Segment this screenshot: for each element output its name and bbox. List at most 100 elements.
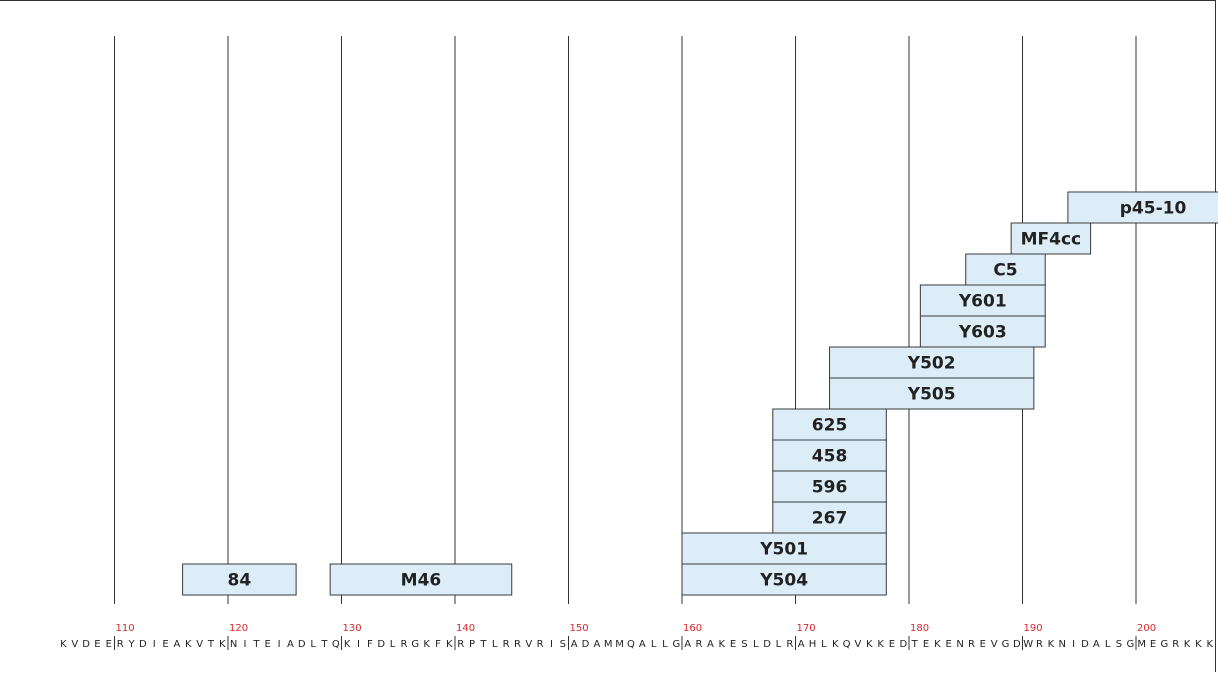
epitope-label: Y502: [907, 354, 956, 374]
epitope-bar-rect: [182, 563, 297, 596]
residue-166: S: [741, 639, 747, 650]
residue-147: V: [525, 639, 532, 650]
residue-176: V: [855, 639, 862, 650]
tick-label-170: 170: [797, 623, 816, 634]
residue-207: K: [1206, 639, 1213, 650]
residue-193: K: [1048, 639, 1055, 650]
tick-label-190: 190: [1024, 623, 1043, 634]
epitope-bar-rect: [829, 377, 1035, 410]
tick-label-120: 120: [229, 623, 248, 634]
residue-121: N: [230, 639, 237, 650]
epitope-bar-y501: Y501: [681, 532, 887, 565]
epitope-label: Y504: [759, 571, 808, 591]
residue-203: G: [1161, 639, 1169, 650]
epitope-bar-267: 267: [772, 501, 887, 534]
epitope-bar-p45-10: p45-10: [1067, 191, 1218, 224]
residue-174: K: [832, 639, 839, 650]
residue-114: I: [153, 639, 156, 650]
residue-204: R: [1172, 639, 1179, 650]
residue-125: I: [278, 639, 281, 650]
residue-172: H: [809, 639, 817, 650]
residue-158: L: [651, 639, 657, 650]
tick-label-140: 140: [456, 623, 475, 634]
epitope-bar-y504: Y504: [681, 563, 887, 596]
residue-117: K: [185, 639, 192, 650]
residue-165: E: [730, 639, 736, 650]
residue-151: A: [571, 639, 578, 650]
residue-194: N: [1058, 639, 1065, 650]
residue-188: V: [991, 639, 998, 650]
epitope-bar-c5: C5: [965, 253, 1046, 286]
epitope-bar-rect: [1067, 191, 1218, 224]
residue-152: D: [582, 639, 590, 650]
residue-150: S: [560, 639, 566, 650]
residue-170: R: [786, 639, 793, 650]
epitope-bar-rect: [919, 315, 1046, 348]
position-ticks: 110 120 130 140 150 160 170 180 190 200: [116, 623, 1157, 634]
epitope-bar-y603: Y603: [919, 315, 1046, 348]
residue-122: I: [244, 639, 247, 650]
tick-label-180: 180: [910, 623, 929, 634]
epitope-bar-625: 625: [772, 408, 887, 441]
epitope-bar-rect: [919, 284, 1046, 317]
epitope-bar-rect: [329, 563, 513, 596]
epitope-label: Y603: [958, 323, 1007, 343]
residue-106: K: [60, 639, 67, 650]
residue-153: A: [593, 639, 600, 650]
epitope-bar-y601: Y601: [919, 284, 1046, 317]
residue-169: L: [776, 639, 782, 650]
residue-192: R: [1036, 639, 1043, 650]
epitope-label: Y601: [958, 292, 1007, 312]
residue-201: M: [1137, 639, 1146, 650]
residue-180: D: [899, 639, 907, 650]
residue-161: A: [684, 639, 691, 650]
epitope-label: Y505: [907, 385, 956, 405]
residue-196: D: [1081, 639, 1089, 650]
tick-label-150: 150: [570, 623, 589, 634]
residue-131: K: [344, 639, 351, 650]
residue-168: D: [763, 639, 771, 650]
residue-132: I: [357, 639, 360, 650]
tick-label-110: 110: [116, 623, 135, 634]
epitope-bar-m46: M46: [329, 563, 513, 596]
residue-142: P: [469, 639, 475, 650]
residue-162: R: [696, 639, 703, 650]
residue-144: L: [492, 639, 498, 650]
residue-175: Q: [843, 639, 851, 650]
residue-191: W: [1023, 639, 1033, 650]
residue-200: G: [1126, 639, 1134, 650]
residue-127: D: [298, 639, 306, 650]
residue-163: A: [707, 639, 714, 650]
epitope-label: 596: [812, 478, 848, 498]
residue-178: K: [877, 639, 884, 650]
residue-112: Y: [127, 639, 135, 650]
residue-113: D: [139, 639, 147, 650]
epitope-label: MF4cc: [1021, 230, 1082, 250]
residue-149: I: [550, 639, 553, 650]
residue-129: T: [320, 639, 328, 650]
residue-202: E: [1150, 639, 1156, 650]
residue-107: V: [71, 639, 78, 650]
residue-182: E: [923, 639, 929, 650]
residue-109: E: [94, 639, 100, 650]
epitope-bar-mf4cc: MF4cc: [1010, 222, 1092, 255]
residue-123: T: [252, 639, 260, 650]
residue-190: D: [1013, 639, 1021, 650]
residue-183: K: [934, 639, 941, 650]
residue-171: A: [798, 639, 805, 650]
epitope-bar-rect: [1010, 222, 1092, 255]
residue-173: L: [821, 639, 827, 650]
epitope-bar-rect: [829, 346, 1035, 379]
residue-159: L: [662, 639, 668, 650]
tick-label-200: 200: [1137, 623, 1156, 634]
residue-110: E: [106, 639, 112, 650]
residue-177: K: [866, 639, 873, 650]
residue-199: S: [1116, 639, 1122, 650]
epitope-label: p45-10: [1120, 199, 1187, 219]
residue-187: E: [980, 639, 986, 650]
epitope-bar-rect: [681, 563, 887, 596]
residue-184: E: [946, 639, 952, 650]
residue-148: R: [537, 639, 544, 650]
